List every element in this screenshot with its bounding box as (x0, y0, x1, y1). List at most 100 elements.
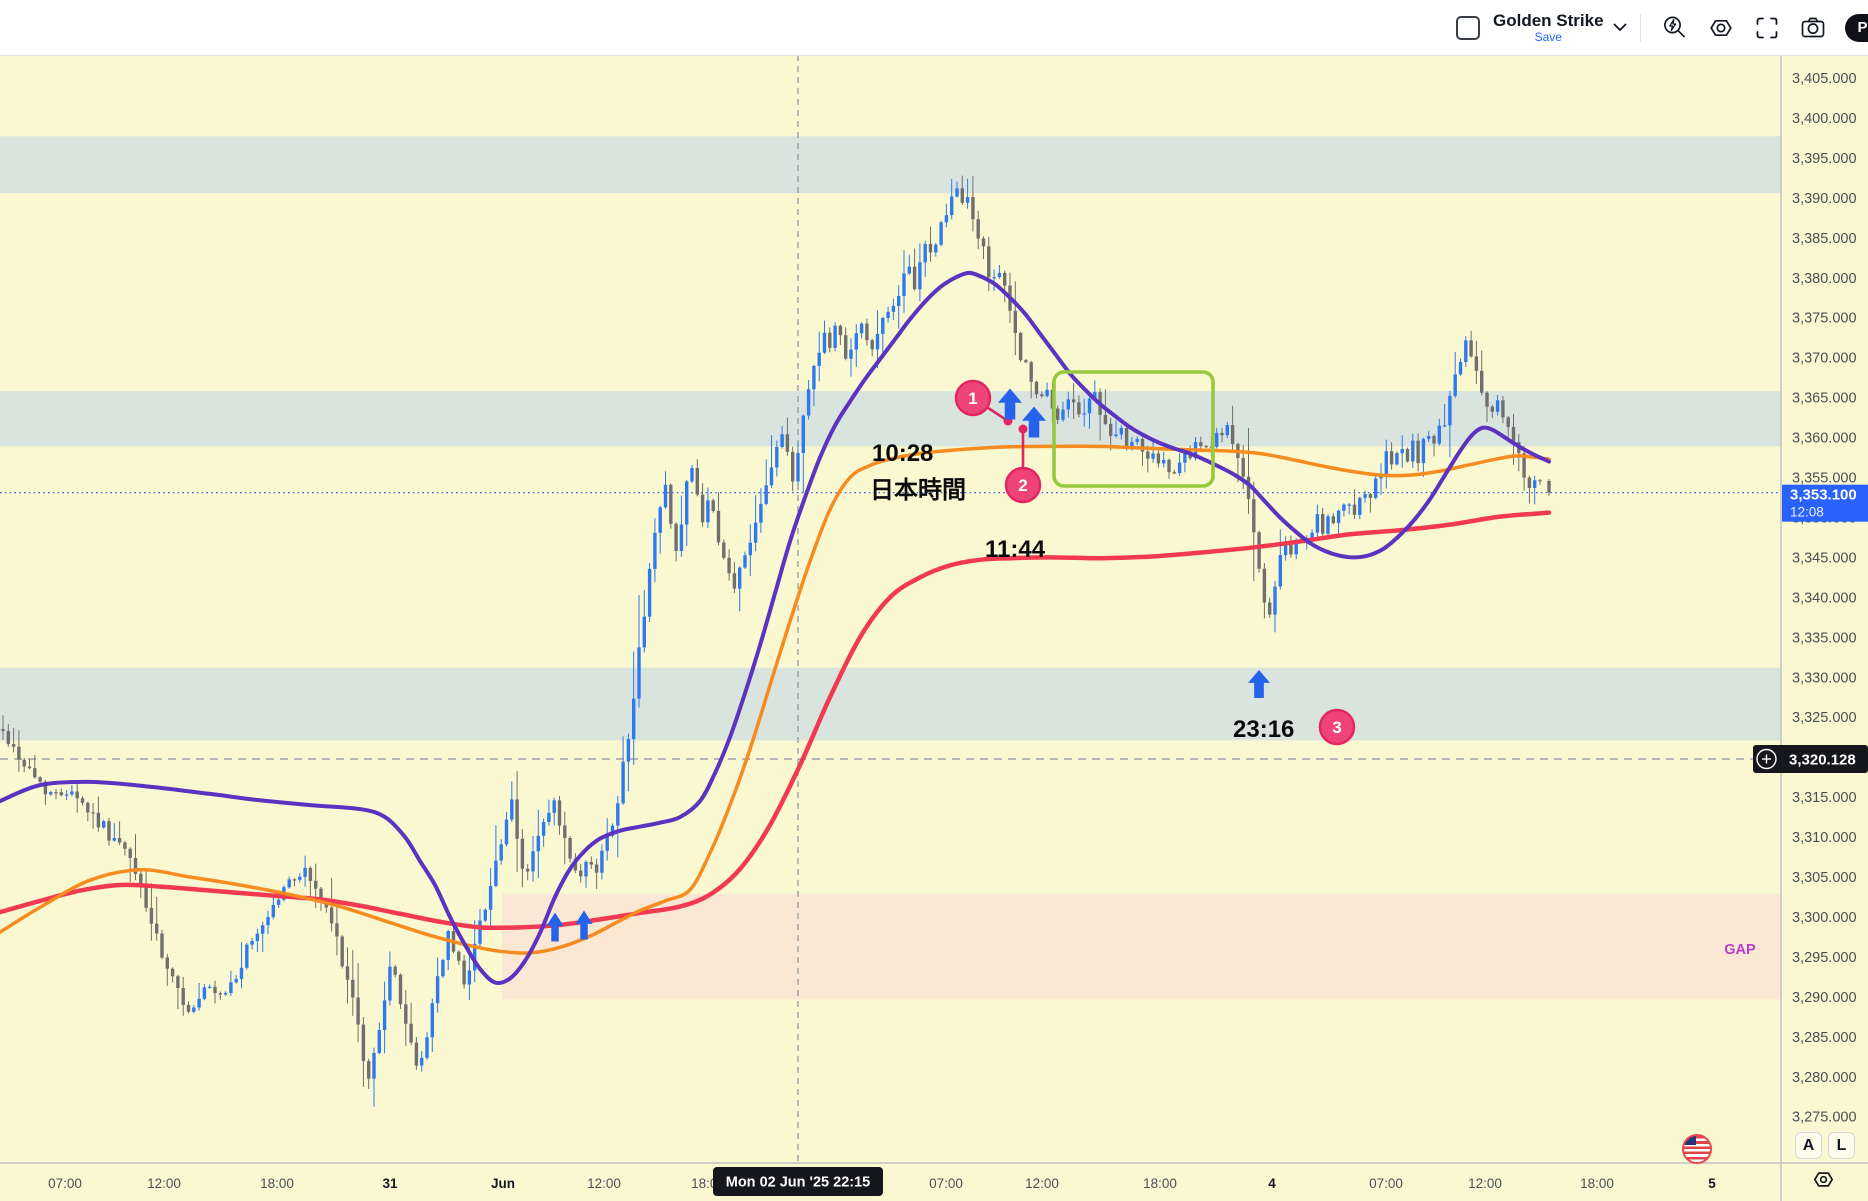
publish-button[interactable]: Pu (1844, 13, 1868, 42)
candles-layer[interactable] (1, 175, 1551, 1107)
candle-up (388, 966, 392, 1001)
candle-up (49, 792, 53, 795)
candle-down (1331, 516, 1335, 524)
candle-up (1395, 453, 1399, 465)
us-flag-icon[interactable] (1682, 1134, 1712, 1164)
ma-purple-line[interactable] (0, 270, 1551, 986)
candle-down (700, 494, 705, 523)
candle-up (1464, 340, 1468, 362)
candle-up (706, 500, 710, 523)
candle-up (796, 452, 800, 482)
supply-demand-band[interactable] (0, 391, 1781, 447)
quick-search-icon[interactable] (1662, 15, 1688, 41)
candle-up (552, 800, 556, 813)
price-axis-label: 3,310.000 (1792, 830, 1857, 846)
candle-down (1522, 453, 1526, 478)
time-annotation[interactable]: 23:16 (1233, 716, 1294, 743)
candle-down (1199, 442, 1203, 447)
ma-orange-line[interactable] (0, 444, 1551, 955)
candle-up (425, 1037, 429, 1058)
price-axis-label: 3,395.000 (1792, 151, 1857, 167)
candle-up (276, 899, 281, 905)
entry-marker-number: 2 (1018, 476, 1027, 495)
candle-up (653, 532, 657, 569)
price-axis-label: 3,285.000 (1792, 1030, 1857, 1046)
candle-down (1547, 480, 1551, 493)
entry-marker-1[interactable] (954, 379, 992, 417)
log-scale-button[interactable]: L (1828, 1132, 1855, 1159)
gap-zone[interactable] (502, 893, 1781, 1000)
candle-up (584, 861, 588, 877)
layout-checkbox[interactable] (1456, 15, 1480, 40)
candle-up (261, 925, 265, 934)
time-axis-label: 12:00 (1468, 1176, 1502, 1191)
add-alert-plus-icon[interactable] (1756, 748, 1777, 770)
candle-up (600, 850, 604, 873)
candle-down (128, 848, 132, 858)
candle-up (303, 867, 307, 877)
settings-icon[interactable] (1708, 15, 1734, 41)
candle-down (149, 907, 154, 924)
time-annotation[interactable]: 日本時間 (870, 477, 966, 504)
buy-arrow-icon[interactable] (1022, 406, 1046, 438)
candle-up (1183, 453, 1187, 463)
candle-down (86, 802, 90, 813)
gap-label[interactable]: GAP (1724, 942, 1756, 958)
candle-up (854, 333, 858, 350)
candle-down (181, 988, 185, 1005)
candle-down (1172, 472, 1176, 474)
buy-arrow-icon[interactable] (998, 388, 1022, 420)
candle-down (1321, 514, 1325, 534)
annotations-layer: 1 2 3 10:28 日本時間 11:44 23:16 GAP (546, 379, 1756, 958)
candle-down (1156, 453, 1161, 464)
candle-up (1278, 555, 1282, 587)
candle-down (165, 957, 169, 969)
ma-red-line[interactable] (0, 510, 1552, 931)
supply-demand-band[interactable] (0, 667, 1781, 741)
candle-down (1, 729, 5, 732)
fullscreen-icon[interactable] (1754, 15, 1780, 41)
entry-marker-2[interactable] (1004, 466, 1042, 504)
candle-down (6, 731, 10, 745)
candle-down (1501, 400, 1505, 418)
save-button[interactable]: Save (1534, 29, 1562, 44)
layout-name[interactable]: Golden Strike (1493, 10, 1604, 30)
candle-up (1374, 478, 1378, 498)
marker-dot (1018, 424, 1028, 434)
candle-down (791, 451, 795, 482)
layout-menu[interactable]: Golden Strike Save (1493, 10, 1604, 44)
buy-arrow-icon[interactable] (546, 912, 564, 942)
time-axis[interactable]: 07:00 12:00 18:00 31 Jun 12:00 18:00 07:00 12:00… (48, 1176, 1716, 1191)
buy-arrow-icon[interactable] (1248, 670, 1270, 698)
price-axis-label: 3,325.000 (1792, 710, 1857, 726)
candle-down (579, 870, 583, 877)
green-highlight-box[interactable] (1052, 370, 1215, 488)
candle-up (605, 835, 609, 851)
candle-down (340, 936, 344, 967)
price-axis-label: 3,400.000 (1792, 111, 1857, 127)
candle-up (955, 188, 959, 197)
supply-demand-band[interactable] (0, 136, 1781, 194)
candle-down (1077, 402, 1081, 415)
time-annotation[interactable]: 11:44 (985, 536, 1046, 563)
candle-down (144, 886, 148, 908)
auto-scale-button[interactable]: A (1795, 1132, 1822, 1159)
candle-down (155, 923, 159, 934)
buy-arrow-icon[interactable] (575, 910, 593, 940)
candle-down (139, 873, 143, 887)
timezone-settings-icon[interactable] (1812, 1168, 1835, 1196)
candle-down (96, 812, 101, 828)
price-axis-label: 3,365.000 (1792, 391, 1857, 407)
candle-up (298, 876, 302, 880)
time-annotation[interactable]: 10:28 (872, 440, 933, 467)
candle-down (785, 434, 790, 452)
entry-marker-3[interactable] (1318, 708, 1356, 746)
candle-down (1268, 602, 1272, 615)
candle-up (849, 349, 853, 359)
camera-icon[interactable] (1800, 15, 1826, 41)
price-axis-label: 3,335.000 (1792, 630, 1857, 646)
crosshair-time-tooltip (713, 1167, 883, 1196)
candle-up (1379, 475, 1383, 479)
chevron-down-icon[interactable] (1613, 23, 1627, 32)
